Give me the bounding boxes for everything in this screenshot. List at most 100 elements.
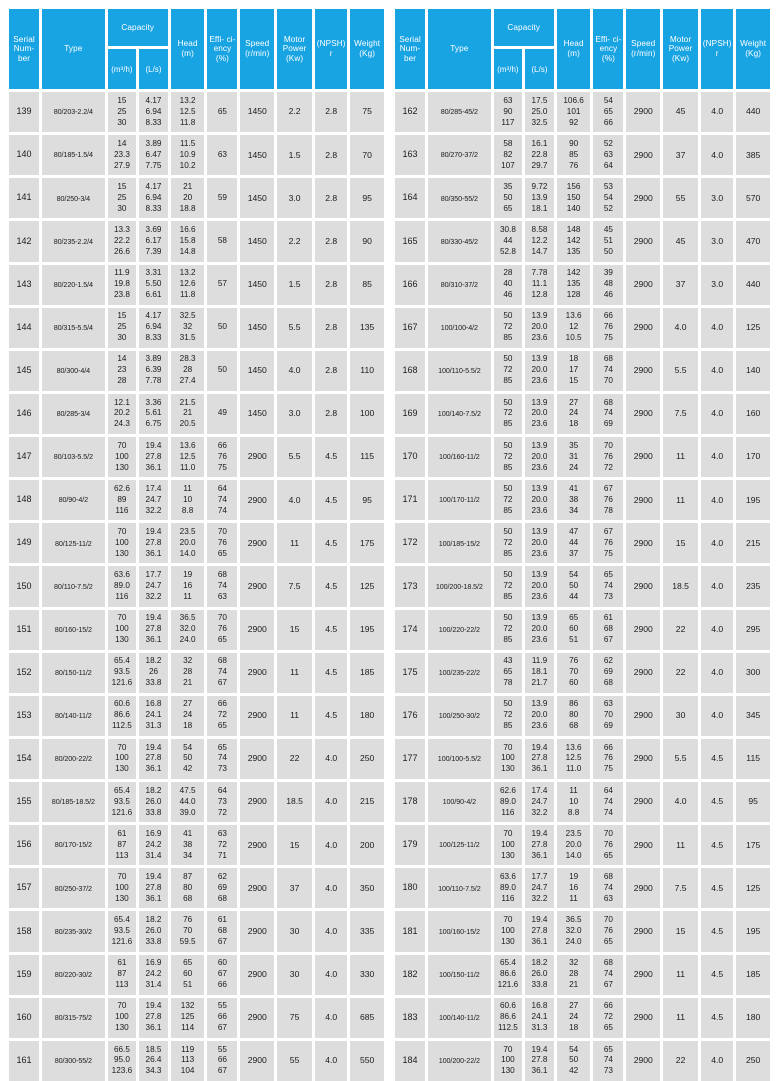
pump-specification-sheet: Serial Num- ber Type Capacity Head (m) E… xyxy=(6,6,770,1081)
table-row: 163 80/270-37/2 58 82 107 16.1 22.8 29.7 90 … xyxy=(395,135,770,176)
cell-motor-power: 22 xyxy=(663,609,699,650)
cell-head: 16.6 15.8 14.8 xyxy=(170,221,205,262)
cell-type: 80/300-55/2 xyxy=(42,1040,105,1081)
cell-efficiency: 65 74 73 xyxy=(593,566,624,607)
cell-type: 100/185-15/2 xyxy=(428,523,491,564)
table-row: 181 100/160-15/2 70 100 130 19.4 27.8 36.1 3… xyxy=(395,911,770,952)
cell-npsh: 4.0 xyxy=(315,868,348,909)
column-header-type: Type xyxy=(42,9,105,89)
cell-motor-power: 2.2 xyxy=(277,221,313,262)
cell-motor-power: 5.5 xyxy=(277,307,313,348)
cell-speed: 2900 xyxy=(240,782,275,823)
column-header-weight: Weight (Kg) xyxy=(350,9,384,89)
cell-motor-power: 7.5 xyxy=(663,868,699,909)
cell-capacity-ls: 17.7 24.7 32.2 xyxy=(139,566,168,607)
cell-motor-power: 4.0 xyxy=(277,480,313,521)
cell-efficiency: 63 72 71 xyxy=(207,825,238,866)
table-row: 176 100/250-30/2 50 72 85 13.9 20.0 23.6 86 … xyxy=(395,695,770,736)
cell-efficiency: 52 63 64 xyxy=(593,135,624,176)
cell-type: 80/140-11/2 xyxy=(42,695,105,736)
cell-head: 148 142 135 xyxy=(556,221,591,262)
cell-efficiency: 62 69 68 xyxy=(207,868,238,909)
table-row: 153 80/140-11/2 60.6 86.6 112.5 16.8 24.1 3… xyxy=(9,695,384,736)
cell-type: 80/160-15/2 xyxy=(42,609,105,650)
cell-capacity-ls: 17.7 24.7 32.2 xyxy=(525,868,554,909)
cell-speed: 2900 xyxy=(626,825,661,866)
cell-serial-number: 169 xyxy=(395,393,426,434)
cell-speed: 2900 xyxy=(626,178,661,219)
cell-capacity-m3h: 65.4 93.5 121.6 xyxy=(107,652,137,693)
cell-weight: 250 xyxy=(350,738,384,779)
cell-motor-power: 30 xyxy=(277,954,313,995)
table-row: 172 100/185-15/2 50 72 85 13.9 20.0 23.6 47 … xyxy=(395,523,770,564)
cell-npsh: 4.0 xyxy=(315,782,348,823)
cell-npsh: 4.5 xyxy=(315,566,348,607)
cell-serial-number: 142 xyxy=(9,221,40,262)
column-header-serial-number: Serial Num- ber xyxy=(395,9,426,89)
cell-npsh: 4.5 xyxy=(315,437,348,478)
header-row-primary: Serial Num- ber Type Capacity Head (m) E… xyxy=(395,9,770,89)
cell-npsh: 4.0 xyxy=(701,480,734,521)
table-row: 147 80/103-5.5/2 70 100 130 19.4 27.8 36.1 1… xyxy=(9,437,384,478)
cell-motor-power: 11 xyxy=(663,437,699,478)
table-row: 162 80/285-45/2 63 90 117 17.5 25.0 32.5 106… xyxy=(395,92,770,133)
cell-weight: 95 xyxy=(350,480,384,521)
cell-capacity-m3h: 60.6 86.6 112.5 xyxy=(493,997,523,1038)
cell-weight: 170 xyxy=(736,437,770,478)
cell-speed: 2900 xyxy=(626,782,661,823)
cell-weight: 470 xyxy=(736,221,770,262)
cell-motor-power: 18.5 xyxy=(277,782,313,823)
cell-head: 23.5 20.0 14.0 xyxy=(556,825,591,866)
cell-type: 80/300-4/4 xyxy=(42,350,105,391)
cell-npsh: 4.0 xyxy=(701,1040,734,1081)
table-row: 144 80/315-5.5/4 15 25 30 4.17 6.94 8.33 32.… xyxy=(9,307,384,348)
left-table-wrapper: Serial Num- ber Type Capacity Head (m) E… xyxy=(6,6,387,1081)
cell-type: 80/330-45/2 xyxy=(428,221,491,262)
cell-type: 100/220-22/2 xyxy=(428,609,491,650)
cell-serial-number: 180 xyxy=(395,868,426,909)
table-row: 171 100/170-11/2 50 72 85 13.9 20.0 23.6 41 … xyxy=(395,480,770,521)
cell-weight: 75 xyxy=(350,92,384,133)
cell-capacity-ls: 19.4 27.8 36.1 xyxy=(139,437,168,478)
table-row: 166 80/310-37/2 28 40 46 7.78 11.1 12.8 142 … xyxy=(395,264,770,305)
cell-capacity-ls: 16.8 24.1 31.3 xyxy=(139,695,168,736)
cell-efficiency: 67 76 78 xyxy=(593,480,624,521)
cell-efficiency: 53 54 52 xyxy=(593,178,624,219)
cell-motor-power: 15 xyxy=(663,523,699,564)
cell-weight: 385 xyxy=(736,135,770,176)
column-header-serial-number: Serial Num- ber xyxy=(9,9,40,89)
cell-serial-number: 148 xyxy=(9,480,40,521)
table-row: 150 80/110-7.5/2 63.6 89.0 116 17.7 24.7 32… xyxy=(9,566,384,607)
cell-capacity-ls: 17.4 24.7 32.2 xyxy=(139,480,168,521)
cell-head: 41 38 34 xyxy=(556,480,591,521)
cell-npsh: 4.5 xyxy=(315,695,348,736)
cell-capacity-m3h: 62.6 89 116 xyxy=(107,480,137,521)
cell-head: 54 50 42 xyxy=(170,738,205,779)
cell-efficiency: 65 74 73 xyxy=(207,738,238,779)
cell-type: 80/220-1.5/4 xyxy=(42,264,105,305)
cell-head: 11 10 8.8 xyxy=(556,782,591,823)
cell-capacity-ls: 13.9 20.0 23.6 xyxy=(525,480,554,521)
cell-weight: 550 xyxy=(350,1040,384,1081)
cell-weight: 345 xyxy=(736,695,770,736)
cell-npsh: 2.8 xyxy=(315,307,348,348)
cell-head: 32 28 21 xyxy=(170,652,205,693)
cell-capacity-ls: 13.9 20.0 23.6 xyxy=(525,437,554,478)
cell-speed: 2900 xyxy=(240,523,275,564)
cell-head: 76 70 60 xyxy=(556,652,591,693)
cell-motor-power: 5.5 xyxy=(663,350,699,391)
cell-weight: 70 xyxy=(350,135,384,176)
cell-npsh: 4.5 xyxy=(315,480,348,521)
cell-efficiency: 54 65 66 xyxy=(593,92,624,133)
table-row: 151 80/160-15/2 70 100 130 19.4 27.8 36.1 36… xyxy=(9,609,384,650)
column-header-weight: Weight (Kg) xyxy=(736,9,770,89)
cell-head: 11.5 10.9 10.2 xyxy=(170,135,205,176)
column-header-capacity: Capacity xyxy=(107,9,168,47)
cell-capacity-m3h: 35 50 65 xyxy=(493,178,523,219)
cell-serial-number: 151 xyxy=(9,609,40,650)
cell-capacity-ls: 3.31 5.50 6.61 xyxy=(139,264,168,305)
cell-capacity-ls: 17.4 24.7 32.2 xyxy=(525,782,554,823)
cell-motor-power: 5.5 xyxy=(663,738,699,779)
cell-serial-number: 154 xyxy=(9,738,40,779)
cell-head: 36.5 32.0 24.0 xyxy=(556,911,591,952)
